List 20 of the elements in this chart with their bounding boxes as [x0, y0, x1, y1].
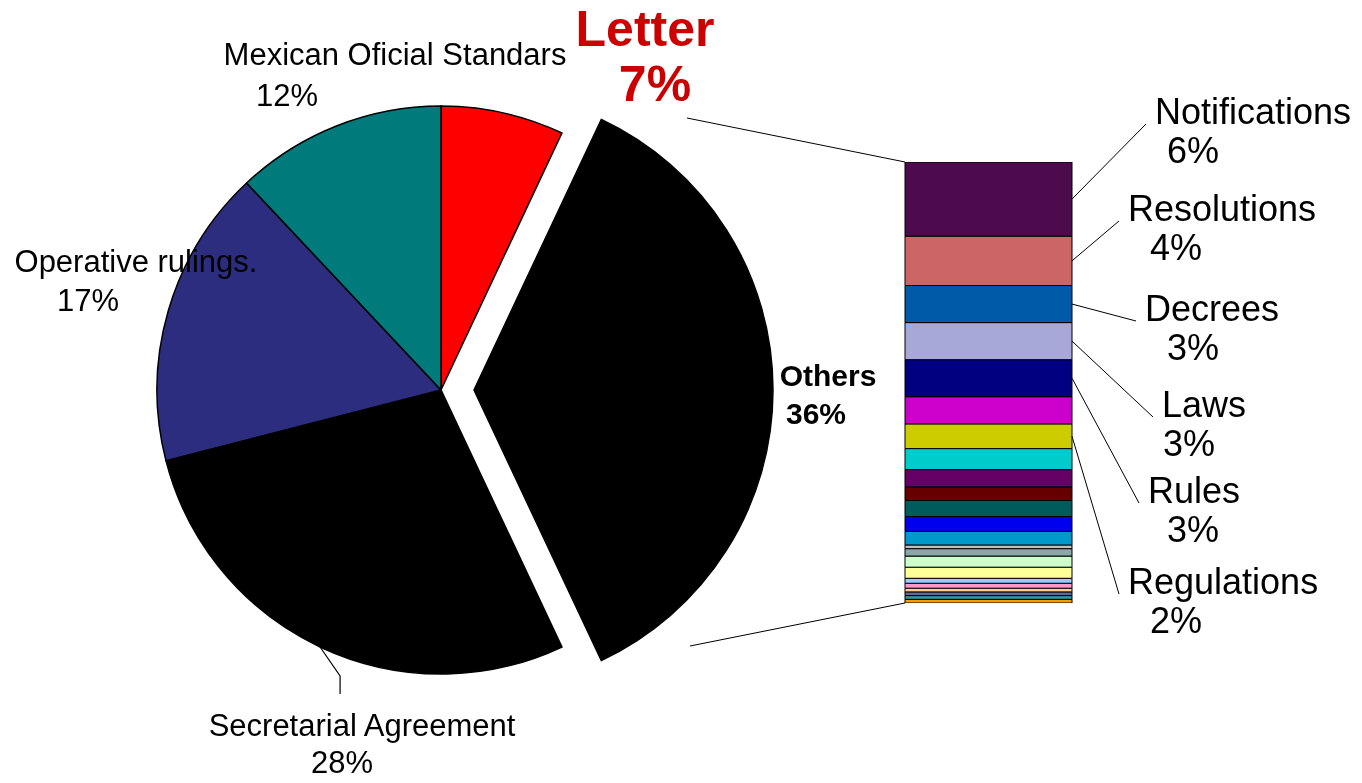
slice-label: Others	[779, 359, 877, 392]
data-label: 4%	[1150, 227, 1203, 268]
data-label: 28%	[310, 745, 374, 780]
data-label: 36%	[785, 397, 847, 430]
slice-label: Letter	[575, 1, 715, 57]
data-label: 3%	[1167, 327, 1220, 368]
slice-label: Mexican Oficial Standars	[223, 37, 567, 72]
slice-label: Secretarial Agreement	[208, 708, 516, 743]
text: Rules	[1148, 470, 1241, 511]
data-label: 7%	[618, 56, 692, 112]
data-label: 12%	[255, 78, 319, 113]
text: Notifications	[1155, 91, 1352, 132]
data-label: 17%	[56, 283, 120, 318]
series-label: Resolutions	[1128, 188, 1317, 229]
text: Decrees	[1145, 288, 1280, 329]
text: Laws	[1162, 384, 1247, 425]
data-label: 3%	[1167, 509, 1220, 550]
text: Regulations	[1128, 561, 1319, 602]
data-label: 3%	[1163, 423, 1216, 464]
data-label: 6%	[1167, 130, 1220, 171]
